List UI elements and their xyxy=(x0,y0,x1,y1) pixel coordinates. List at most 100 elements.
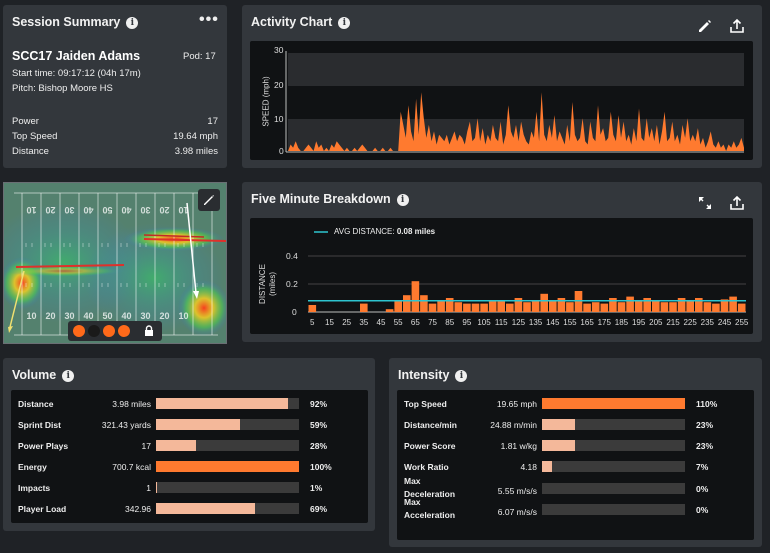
breakdown-bar[interactable] xyxy=(411,281,420,312)
volume-card: Volume i Distance 3.98 miles 92% Sprint Dist… xyxy=(3,358,375,531)
intensity-metric-percent: 23% xyxy=(696,420,714,430)
breakdown-bar[interactable] xyxy=(497,300,505,312)
lock-icon[interactable] xyxy=(142,324,156,338)
breakdown-bar[interactable] xyxy=(471,303,480,312)
breakdown-bar[interactable] xyxy=(609,298,617,312)
player-dot-3[interactable] xyxy=(103,325,115,337)
breakdown-bar[interactable] xyxy=(385,309,394,312)
movement-paths xyxy=(8,202,226,333)
breakdown-bar[interactable] xyxy=(626,296,634,312)
breakdown-bar[interactable] xyxy=(634,300,643,312)
intensity-metric-bar xyxy=(542,461,685,472)
info-icon[interactable]: i xyxy=(126,17,139,29)
breakdown-bar[interactable] xyxy=(506,303,514,312)
breakdown-bar[interactable] xyxy=(480,303,488,312)
expand-icon[interactable] xyxy=(696,194,714,212)
breakdown-bar[interactable] xyxy=(729,296,737,312)
volume-metric-bar xyxy=(156,398,299,409)
breakdown-bar[interactable] xyxy=(523,302,531,312)
breakdown-bar[interactable] xyxy=(720,299,729,312)
volume-metric-label: Sprint Dist xyxy=(18,420,61,430)
intensity-metric-bar-fill xyxy=(542,440,575,451)
intensity-metric-bar-fill xyxy=(542,419,575,430)
info-icon[interactable]: i xyxy=(455,370,468,382)
breakdown-bar[interactable] xyxy=(703,302,712,312)
breakdown-xtick: 105 xyxy=(477,318,491,327)
player-dot-2[interactable] xyxy=(88,325,100,337)
info-icon[interactable]: i xyxy=(338,17,351,29)
breakdown-bar[interactable] xyxy=(652,300,660,312)
breakdown-bar[interactable] xyxy=(695,298,703,312)
stat-top-speed-label: Top Speed xyxy=(12,131,58,142)
edit-field-button[interactable] xyxy=(198,189,220,211)
stat-distance-label: Distance xyxy=(12,146,49,157)
breakdown-xtick: 135 xyxy=(528,318,543,327)
breakdown-bar[interactable] xyxy=(549,300,557,312)
intensity-metric-bar xyxy=(542,419,685,430)
breakdown-bar[interactable] xyxy=(583,303,591,312)
breakdown-bar[interactable] xyxy=(514,298,523,312)
breakdown-bar[interactable] xyxy=(445,298,454,312)
breakdown-xtick: 25 xyxy=(342,318,352,327)
breakdown-xtick: 45 xyxy=(376,318,386,327)
breakdown-bar[interactable] xyxy=(669,302,677,312)
breakdown-bar[interactable] xyxy=(531,300,540,312)
breakdown-bar[interactable] xyxy=(617,302,626,312)
volume-metric-label: Distance xyxy=(18,399,54,409)
breakdown-bar[interactable] xyxy=(540,293,548,312)
more-options-icon[interactable]: ••• xyxy=(199,11,219,28)
player-name: SCC17 Jaiden Adams xyxy=(12,49,141,63)
volume-metric-label: Player Load xyxy=(18,504,67,514)
breakdown-xtick: 175 xyxy=(597,318,611,327)
breakdown-bar[interactable] xyxy=(428,303,437,312)
volume-metric-value: 700.7 kcal xyxy=(112,462,151,472)
intensity-metric-bar-fill xyxy=(542,398,685,409)
breakdown-bar[interactable] xyxy=(591,302,600,312)
breakdown-bar[interactable] xyxy=(712,303,720,312)
intensity-metric-value: 24.88 m/min xyxy=(490,420,537,430)
start-time: Start time: 09:17:12 (04h 17m) xyxy=(12,68,141,79)
breakdown-bar[interactable] xyxy=(454,302,463,312)
bd-ytick-0-4: 0.4 xyxy=(286,251,298,261)
breakdown-bar[interactable] xyxy=(403,295,411,312)
volume-metric-percent: 28% xyxy=(310,441,328,451)
breakdown-bar[interactable] xyxy=(566,302,574,312)
breakdown-bar[interactable] xyxy=(600,303,609,312)
share-icon[interactable] xyxy=(728,194,746,212)
volume-metric-value: 1 xyxy=(146,483,151,493)
volume-metric-bar xyxy=(156,419,299,430)
breakdown-bar[interactable] xyxy=(660,302,669,312)
volume-metric-value: 17 xyxy=(141,441,151,451)
breakdown-chart-svg xyxy=(308,231,746,313)
bd-ytick-0-2: 0.2 xyxy=(286,279,298,289)
breakdown-bar[interactable] xyxy=(308,305,317,312)
breakdown-bar[interactable] xyxy=(437,300,445,312)
breakdown-legend: AVG DISTANCE: 0.08 miles xyxy=(334,227,436,236)
volume-metric-bar-fill xyxy=(156,419,241,430)
breakdown-bar[interactable] xyxy=(463,303,471,312)
breakdown-bar[interactable] xyxy=(360,303,368,312)
intensity-row: Work Ratio 4.18 7% xyxy=(397,458,754,478)
breakdown-bar[interactable] xyxy=(420,295,428,312)
player-dot-4[interactable] xyxy=(118,325,130,337)
share-icon[interactable] xyxy=(728,17,746,35)
breakdown-xtick: 145 xyxy=(546,318,560,327)
pod-label: Pod: 17 xyxy=(183,51,216,62)
pencil-icon[interactable] xyxy=(696,17,714,35)
stat-top-speed-value: 19.64 mph xyxy=(173,131,218,142)
info-icon[interactable]: i xyxy=(62,370,75,382)
breakdown-bar[interactable] xyxy=(737,303,746,312)
breakdown-bar[interactable] xyxy=(557,298,566,312)
volume-row: Distance 3.98 miles 92% xyxy=(11,395,368,415)
breakdown-bar[interactable] xyxy=(394,300,402,312)
breakdown-xtick: 205 xyxy=(649,318,663,327)
breakdown-bar[interactable] xyxy=(677,298,686,312)
breakdown-bar[interactable] xyxy=(488,300,497,312)
intensity-metric-value: 1.81 w/kg xyxy=(500,441,537,451)
player-dot-1[interactable] xyxy=(73,325,85,337)
volume-metric-value: 3.98 miles xyxy=(112,399,151,409)
breakdown-bar[interactable] xyxy=(686,300,694,312)
volume-metric-bar-fill xyxy=(156,482,158,493)
info-icon[interactable]: i xyxy=(396,194,409,206)
breakdown-bar[interactable] xyxy=(643,298,651,312)
